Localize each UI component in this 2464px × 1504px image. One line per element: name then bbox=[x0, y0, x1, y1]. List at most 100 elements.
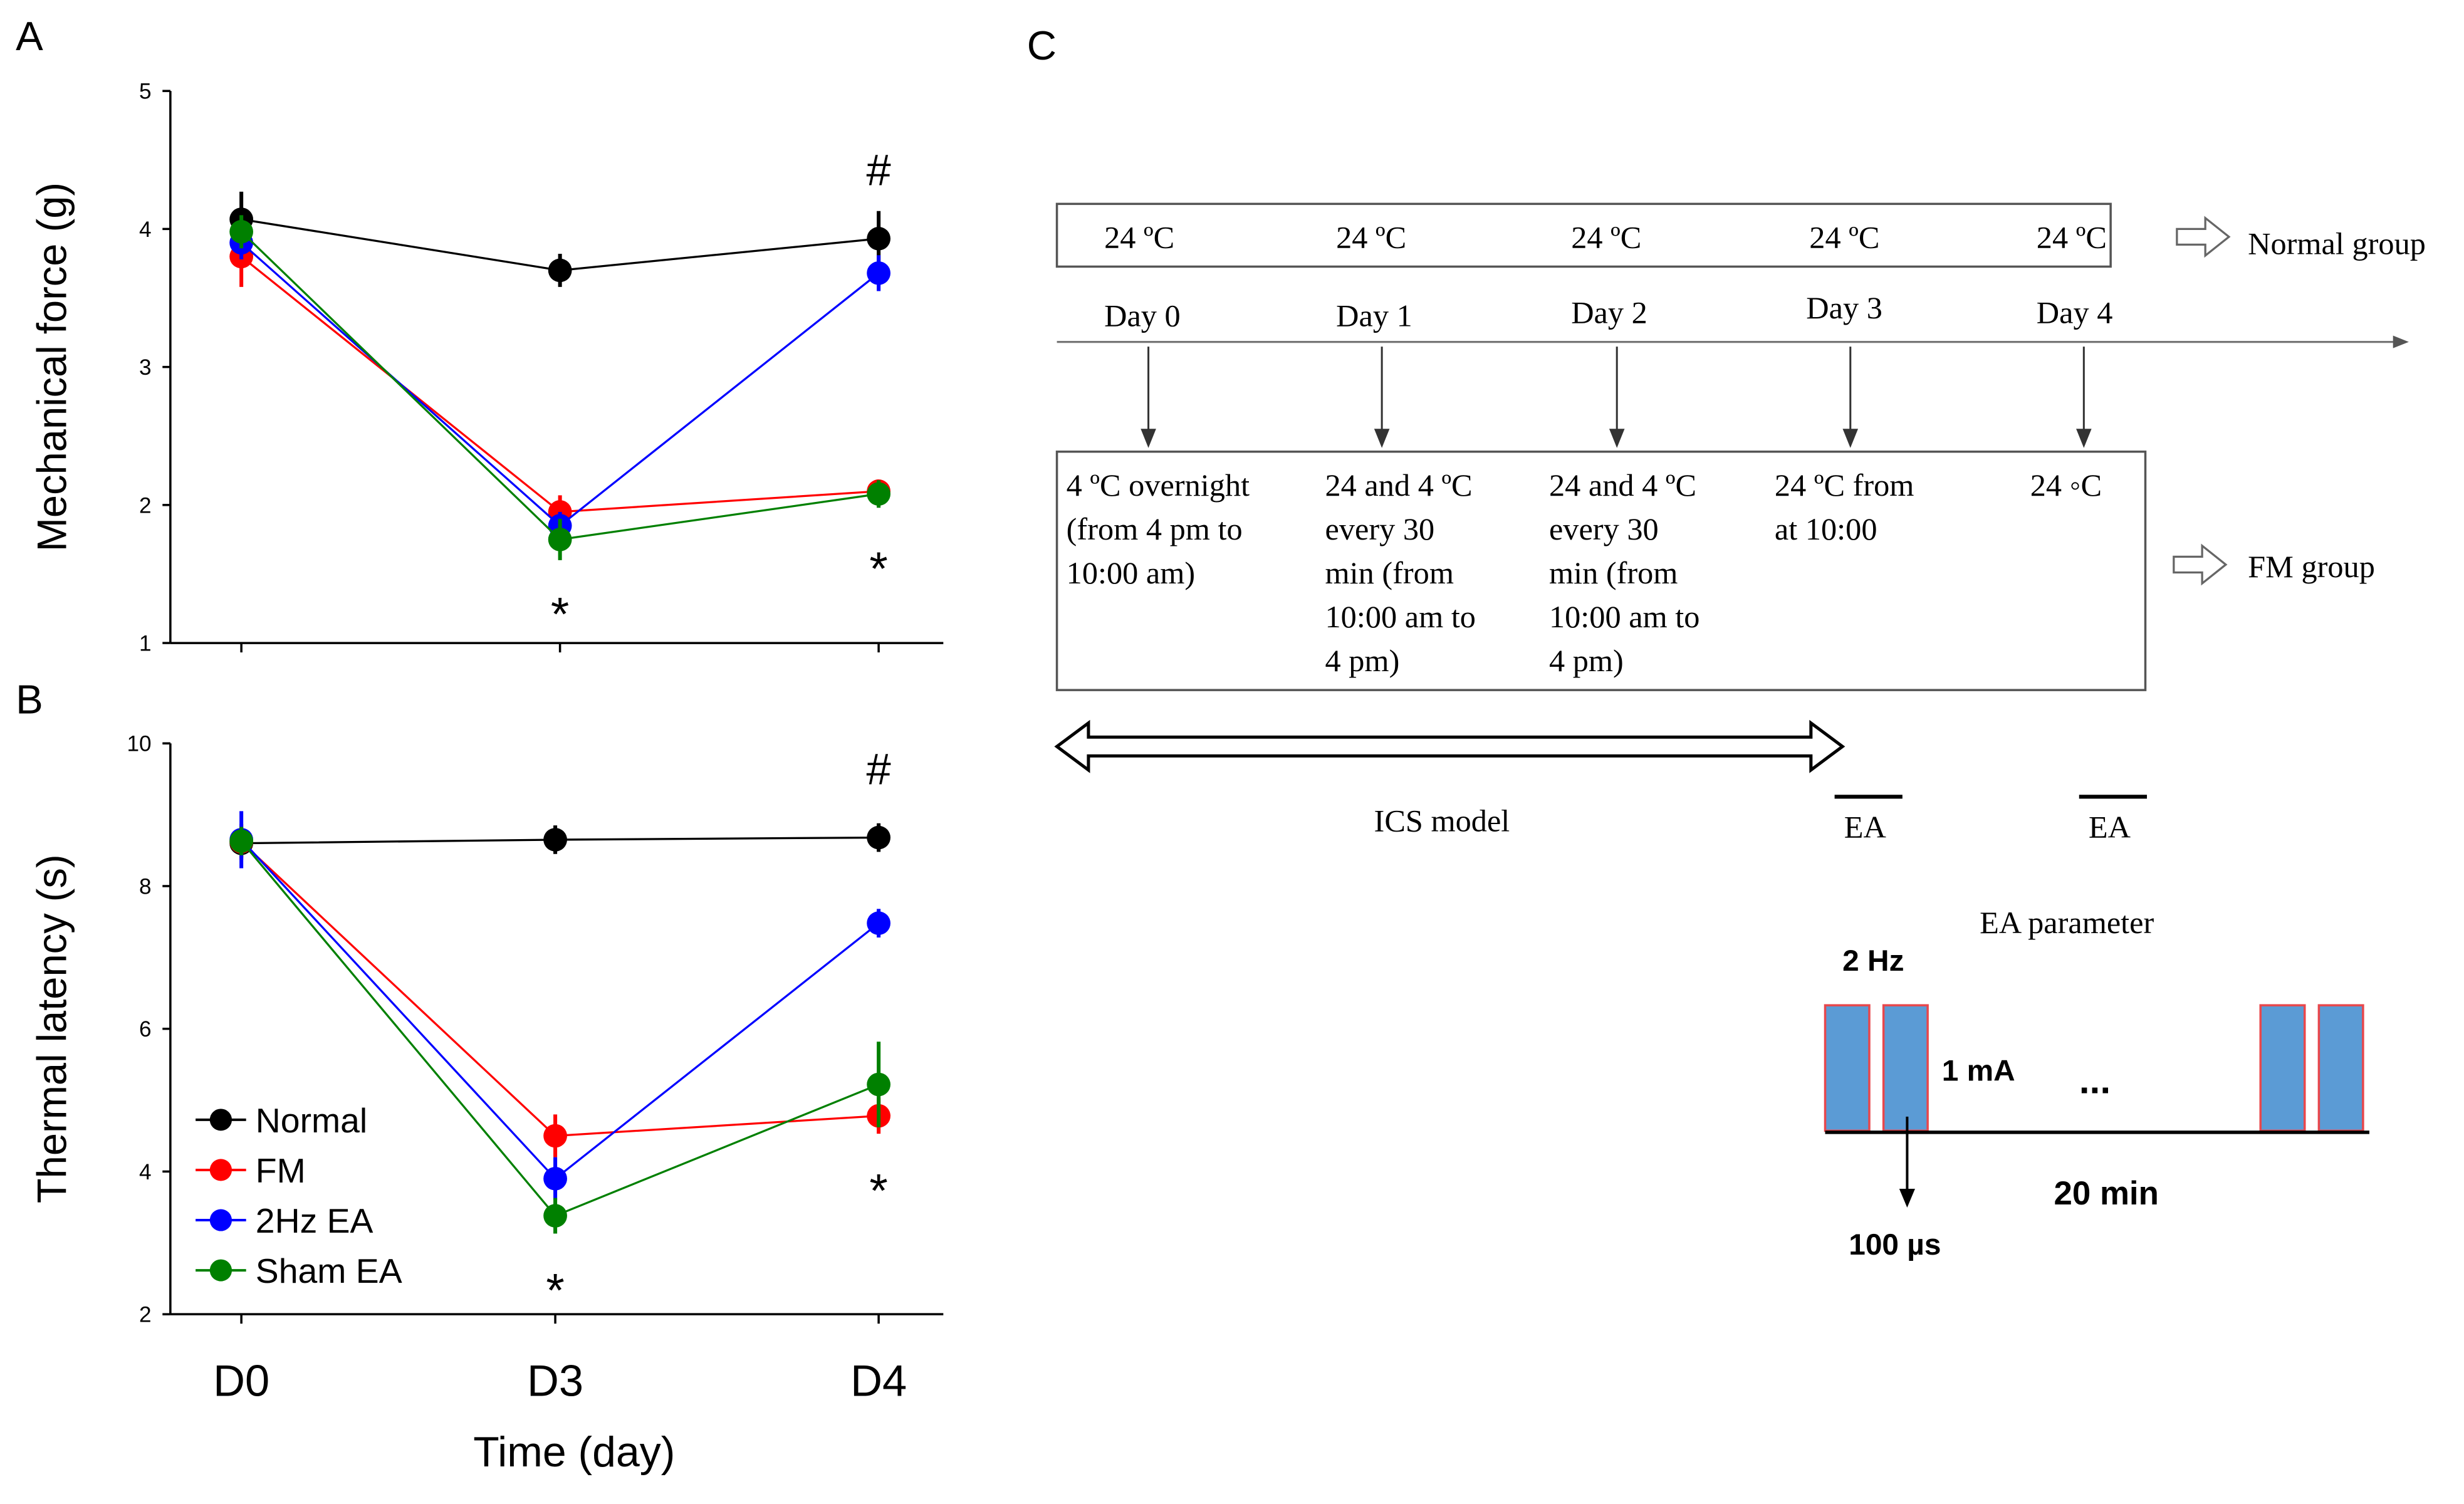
ea-label-day4: EA bbox=[2089, 810, 2131, 845]
day-down-arrows bbox=[1141, 347, 2092, 448]
legend-label-sham-ea: Sham EA bbox=[256, 1251, 402, 1290]
normal-group-box bbox=[1055, 202, 2112, 268]
pulse-1 bbox=[1824, 1004, 1871, 1132]
normal-temp-2: 24 ºC bbox=[1571, 220, 1641, 255]
svg-text:4 pm): 4 pm) bbox=[1325, 643, 1400, 678]
chart-a-point-sham-ea bbox=[229, 220, 254, 244]
chart-b-series bbox=[229, 811, 891, 1234]
chart-b-line-fm bbox=[241, 841, 879, 1137]
chart-b-xtick-label: D3 bbox=[527, 1356, 583, 1406]
chart-a-annotation: * bbox=[551, 588, 569, 640]
chart-b-line-sham-ea bbox=[240, 840, 879, 1218]
legend-marker-fm bbox=[209, 1159, 232, 1181]
chart-b-point-sham-ea bbox=[229, 829, 254, 854]
chart-b-series-normal bbox=[229, 823, 891, 858]
ea-frequency-label: 2 Hz bbox=[1842, 944, 1904, 978]
chart-a-point-2hz-ea bbox=[867, 261, 891, 285]
chart-b-point-fm bbox=[543, 1124, 567, 1148]
chart-b-ytick-label: 4 bbox=[139, 1160, 152, 1184]
chart-a-series-normal bbox=[229, 191, 891, 287]
ics-model-label: ICS model bbox=[1374, 803, 1510, 838]
chart-a-point-sham-ea bbox=[867, 482, 891, 506]
chart-b-legend: Normal FM 2Hz EA Sham EA bbox=[196, 1101, 402, 1290]
svg-text:10:00 am to: 10:00 am to bbox=[1325, 599, 1476, 634]
ea-current-label: 1 mA bbox=[1942, 1054, 2015, 1087]
panel-label-b: B bbox=[16, 677, 43, 723]
protocol-diagram: 24 ºC 24 ºC 24 ºC 24 ºC 24 ºC Normal gro… bbox=[1054, 202, 2426, 1261]
chart-b-annotation: # bbox=[867, 744, 891, 794]
chart-a-ylabel: Mechanical force (g) bbox=[29, 182, 75, 551]
chart-b-ylabel: Thermal latency (s) bbox=[29, 854, 75, 1203]
chart-a-annotation: # bbox=[867, 145, 891, 195]
pulse-4 bbox=[2317, 1004, 2364, 1132]
fm-condition-day1: 24 and 4 ºC every 30 min (from 10:00 am … bbox=[1325, 467, 1476, 678]
chart-b-xtick-label: D4 bbox=[850, 1356, 907, 1406]
legend-marker-sham-ea bbox=[209, 1259, 232, 1282]
chart-a: Mechanical force (g) 1 2 3 4 5 * # * bbox=[29, 80, 944, 656]
normal-temp-1: 24 ºC bbox=[1336, 220, 1406, 255]
chart-b-ytick-label: 2 bbox=[139, 1303, 152, 1327]
chart-b-annotation: * bbox=[869, 1164, 887, 1217]
chart-b-ytick-label: 10 bbox=[127, 732, 151, 756]
ea-label-day3: EA bbox=[1844, 810, 1886, 845]
legend-label-2hz-ea: 2Hz EA bbox=[256, 1201, 373, 1240]
chart-a-point-normal bbox=[867, 227, 891, 251]
svg-text:4 ºC overnight: 4 ºC overnight bbox=[1067, 467, 1250, 503]
chart-b: Thermal latency (s) Time (day) 2 4 6 8 10 D0 D… bbox=[29, 732, 944, 1476]
normal-temp-0: 24 ºC bbox=[1104, 220, 1174, 255]
fm-group-box bbox=[1055, 450, 2147, 691]
chart-a-point-normal bbox=[548, 258, 572, 283]
day-2-label: Day 2 bbox=[1571, 295, 1647, 330]
fm-condition-day3: 24 ºC from at 10:00 bbox=[1775, 467, 1914, 546]
chart-b-ytick-label: 8 bbox=[139, 875, 152, 899]
ics-double-arrow-icon bbox=[1054, 719, 1845, 773]
legend-marker-normal bbox=[209, 1109, 232, 1131]
pulse-3 bbox=[2259, 1004, 2306, 1132]
normal-group-label: Normal group bbox=[2248, 226, 2426, 261]
chart-a-ytick-label: 3 bbox=[139, 355, 152, 380]
chart-b-point-normal bbox=[543, 828, 567, 852]
chart-b-point-sham-ea bbox=[867, 1072, 891, 1097]
svg-text:at 10:00: at 10:00 bbox=[1775, 511, 1877, 546]
svg-text:4 pm): 4 pm) bbox=[1549, 643, 1624, 678]
svg-text:24 and 4 ºC: 24 and 4 ºC bbox=[1325, 467, 1473, 503]
svg-text:10:00 am): 10:00 am) bbox=[1067, 555, 1196, 590]
chart-a-point-sham-ea bbox=[548, 528, 572, 551]
fm-condition-day0: 4 ºC overnight (from 4 pm to 10:00 am) bbox=[1067, 467, 1250, 590]
day-4-label: Day 4 bbox=[2037, 295, 2113, 330]
svg-text:24 and 4 ºC: 24 and 4 ºC bbox=[1549, 467, 1696, 503]
chart-b-ytick-label: 6 bbox=[139, 1017, 152, 1042]
normal-group-arrow-icon bbox=[2176, 216, 2231, 258]
svg-text:24 ◦C: 24 ◦C bbox=[2030, 467, 2102, 503]
pulse-2 bbox=[1882, 1004, 1929, 1132]
chart-b-annotations: * # * bbox=[546, 744, 890, 1317]
fm-condition-day4: 24 ◦C bbox=[2030, 467, 2102, 503]
chart-a-series-sham-ea bbox=[229, 215, 891, 560]
chart-b-ticks: 2 4 6 8 10 D0 D3 D4 bbox=[127, 732, 907, 1405]
pulse-width-arrowhead-icon bbox=[1899, 1188, 1915, 1208]
ea-ellipsis: ... bbox=[2079, 1058, 2111, 1101]
panel-label-c: C bbox=[1027, 23, 1057, 68]
chart-a-ytick-label: 2 bbox=[139, 493, 152, 518]
svg-text:24 ºC from: 24 ºC from bbox=[1775, 467, 1914, 503]
normal-temp-3: 24 ºC bbox=[1809, 220, 1879, 255]
day-0-label: Day 0 bbox=[1104, 298, 1181, 333]
chart-b-point-2hz-ea bbox=[867, 911, 891, 935]
chart-a-annotations: * # * bbox=[551, 145, 891, 640]
legend-marker-2hz-ea bbox=[209, 1209, 232, 1231]
fm-condition-day2: 24 and 4 ºC every 30 min (from 10:00 am … bbox=[1549, 467, 1699, 678]
ea-parameter-title: EA parameter bbox=[1980, 905, 2154, 940]
day-3-label: Day 3 bbox=[1806, 290, 1882, 325]
day-1-label: Day 1 bbox=[1336, 298, 1412, 333]
panel-label-a: A bbox=[16, 13, 43, 59]
chart-a-ytick-label: 1 bbox=[139, 632, 152, 656]
legend-label-normal: Normal bbox=[256, 1101, 367, 1140]
svg-text:min (from: min (from bbox=[1549, 555, 1678, 590]
chart-b-series-sham-ea bbox=[229, 827, 891, 1234]
chart-a-annotation: * bbox=[869, 543, 887, 595]
fm-group-arrow-icon bbox=[2173, 543, 2228, 586]
legend-label-fm: FM bbox=[256, 1151, 306, 1190]
chart-a-ytick-label: 5 bbox=[139, 80, 152, 104]
timeline-arrowhead-icon bbox=[2393, 335, 2409, 348]
normal-temp-4: 24 ºC bbox=[2037, 220, 2107, 255]
